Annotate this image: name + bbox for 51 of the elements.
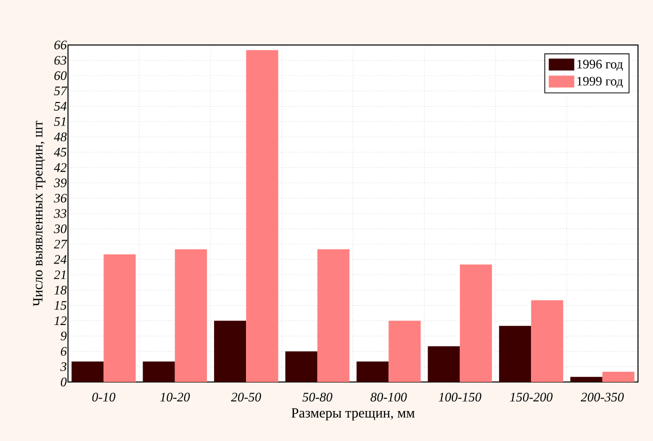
x-axis-title: Размеры трещин, мм (291, 408, 415, 420)
y-tick-label: 60 (54, 71, 67, 80)
y-tick-label: 54 (54, 102, 67, 111)
y-tick-label: 51 (54, 117, 66, 126)
bar (72, 362, 104, 382)
x-tick-label: 150-200 (510, 392, 553, 402)
bar (356, 362, 389, 382)
y-tick-label: 12 (54, 316, 67, 325)
bar (142, 362, 175, 382)
y-tick-label: 18 (54, 286, 67, 294)
y-tick-label: 36 (54, 194, 67, 203)
bar (602, 372, 634, 382)
y-tick-label: 63 (54, 56, 66, 65)
y-axis-title: Число выявленных трещин, шт (33, 120, 46, 306)
y-tick-label: 24 (54, 255, 67, 264)
x-tick-label: 100-150 (438, 392, 482, 402)
bar (246, 50, 278, 382)
y-tick-label: 39 (54, 178, 67, 188)
y-tick-label: 27 (54, 240, 68, 248)
y-tick-label: 33 (54, 209, 66, 218)
x-tick-label: 50-80 (302, 392, 332, 402)
y-tick-label: 3 (60, 362, 66, 372)
x-tick-label: 10-20 (160, 392, 190, 402)
bar (174, 249, 207, 382)
y-tick-label: 48 (54, 132, 67, 142)
legend-label: 1996 год (577, 60, 623, 71)
y-tick-label: 66 (54, 40, 67, 50)
y-tick-label: 21 (54, 270, 66, 280)
y-tick-label: 30 (54, 224, 67, 234)
y-tick-label: 42 (54, 163, 67, 172)
bar (388, 320, 421, 382)
legend-label: 1999 год (577, 76, 623, 88)
y-tick-label: 57 (54, 86, 68, 96)
bar (460, 264, 492, 382)
bar (531, 300, 564, 382)
y-tick-label: 0 (60, 378, 67, 386)
bar (317, 249, 350, 382)
y-tick-label: 15 (54, 301, 66, 310)
x-tick-label: 20-50 (231, 392, 262, 402)
bar (104, 254, 136, 382)
x-tick-label: 200-350 (580, 392, 624, 402)
bar (570, 376, 602, 382)
y-tick-label: 45 (54, 148, 66, 157)
bar (214, 320, 246, 382)
y-tick-label: 9 (60, 332, 67, 340)
y-tick-label: 6 (60, 346, 67, 356)
x-tick-label: 80-100 (370, 392, 407, 402)
bar (428, 346, 460, 382)
x-tick-label: 0-10 (92, 392, 116, 402)
bar (499, 326, 532, 382)
bar (285, 351, 318, 382)
